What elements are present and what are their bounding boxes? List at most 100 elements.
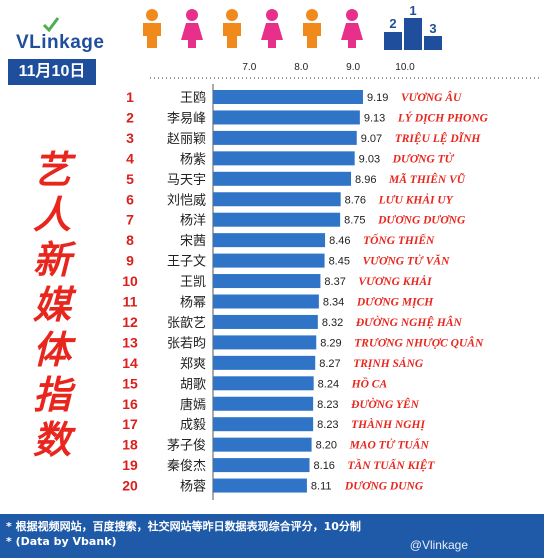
value-label: 8.20 xyxy=(316,440,337,452)
value-label: 9.07 xyxy=(361,133,382,145)
name-label: 王鸥 xyxy=(180,90,206,106)
bar xyxy=(213,314,318,329)
brand-logo: VLinkage xyxy=(6,10,104,53)
annotation-label: LƯU KHẢI UY xyxy=(378,192,454,206)
name-label: 宋茜 xyxy=(180,234,206,249)
person-icon xyxy=(341,9,363,48)
footnote-method: * 根据视频网站，百度搜索，社交网站等昨日数据表现综合评分，10分制 xyxy=(6,520,361,533)
x-tick-label: 7.0 xyxy=(242,62,256,73)
annotation-label: VƯƠNG ÂU xyxy=(401,90,462,104)
name-label: 杨紫 xyxy=(180,152,206,167)
side-title-char: 指 xyxy=(32,373,71,417)
annotation-label: THÀNH NGHỊ xyxy=(351,417,425,431)
bar xyxy=(213,90,363,104)
value-label: 9.13 xyxy=(364,112,385,124)
annotation-label: MAO TỬ TUẤN xyxy=(349,437,430,452)
annotation-label: LÝ DỊCH PHONG xyxy=(397,110,489,124)
bar xyxy=(213,355,316,370)
value-label: 8.75 xyxy=(344,215,365,227)
rank-label: 16 xyxy=(122,396,138,412)
bar xyxy=(213,110,360,125)
rank-label: 5 xyxy=(126,171,134,187)
name-label: 马天宇 xyxy=(167,173,206,188)
value-label: 8.11 xyxy=(311,481,332,493)
podium-icon: 2 1 3 xyxy=(384,6,442,50)
rank-label: 3 xyxy=(126,130,134,146)
footnote-source: * (Data by Vbank) xyxy=(6,535,117,548)
rank-label: 4 xyxy=(126,150,134,166)
annotation-label: TRƯƠNG NHƯỢC QUÂN xyxy=(354,335,484,349)
rank-label: 13 xyxy=(122,334,138,350)
name-label: 成毅 xyxy=(180,417,206,433)
value-label: 8.34 xyxy=(323,297,344,309)
bar xyxy=(213,274,321,289)
value-label: 8.27 xyxy=(319,358,340,370)
name-label: 茅子俊 xyxy=(167,439,206,454)
bar xyxy=(213,151,355,166)
annotation-label: HỒ CA xyxy=(351,375,388,390)
name-label: 赵丽颖 xyxy=(167,132,206,147)
value-label: 8.24 xyxy=(318,378,339,390)
name-label: 刘恺威 xyxy=(167,193,206,208)
rank-label: 9 xyxy=(126,253,134,269)
bar xyxy=(213,212,341,227)
rank-label: 11 xyxy=(123,294,138,310)
x-tick-label: 10.0 xyxy=(395,62,415,73)
rank-label: 1 xyxy=(126,89,134,105)
svg-text:3: 3 xyxy=(429,21,436,36)
check-icon xyxy=(42,17,60,33)
name-label: 秦俊杰 xyxy=(167,459,206,474)
name-label: 郑爽 xyxy=(180,357,206,372)
annotation-label: ĐƯỜNG YÊN xyxy=(350,397,419,411)
annotation-label: VƯƠNG KHẢI xyxy=(358,274,432,288)
ranking-chart: 7.0 8.0 9.0 10.0 1 王鸥 9.19 VƯƠNG ÂU 2 李易峰 9.13 LÝ D… xyxy=(122,62,540,500)
rank-label: 10 xyxy=(122,273,138,289)
value-label: 8.23 xyxy=(317,399,338,411)
rank-label: 18 xyxy=(122,437,138,453)
rank-label: 20 xyxy=(122,478,138,494)
bar xyxy=(213,417,314,432)
value-label: 9.03 xyxy=(359,153,380,165)
annotation-label: TẦN TUẤN KIỆT xyxy=(348,457,436,472)
annotation-label: TRIỆU LỆ DĨNH xyxy=(395,131,482,145)
person-icon xyxy=(223,9,241,48)
value-label: 9.19 xyxy=(367,92,388,104)
name-label: 张歆艺 xyxy=(167,315,206,331)
rank-label: 14 xyxy=(122,355,138,371)
value-label: 8.37 xyxy=(324,276,345,288)
side-title-char: 新 xyxy=(32,238,71,282)
name-label: 王凯 xyxy=(180,275,206,290)
side-title-char: 媒 xyxy=(32,283,71,327)
rank-label: 12 xyxy=(122,314,138,330)
person-icon xyxy=(261,9,283,48)
svg-text:2: 2 xyxy=(389,16,396,31)
brand-name: VLinkage xyxy=(16,32,105,53)
annotation-label: DƯƠNG DƯƠNG xyxy=(377,214,466,227)
bar xyxy=(213,396,314,411)
people-icon xyxy=(143,9,363,48)
name-label: 张若昀 xyxy=(167,335,206,351)
annotation-label: TRỊNH SẢNG xyxy=(353,356,424,370)
person-icon xyxy=(303,9,321,48)
value-label: 8.29 xyxy=(320,337,341,349)
value-label: 8.96 xyxy=(355,174,376,186)
x-tick-label: 8.0 xyxy=(294,62,308,73)
annotation-label: DƯƠNG MỊCH xyxy=(356,296,434,309)
side-title-char: 体 xyxy=(32,328,71,372)
rank-label: 15 xyxy=(122,375,138,391)
value-label: 8.23 xyxy=(317,419,338,431)
watermark: @Vlinkage xyxy=(409,538,468,552)
value-label: 8.76 xyxy=(345,194,366,206)
footer: * 根据视频网站，百度搜索，社交网站等昨日数据表现综合评分，10分制 * (Da… xyxy=(0,514,544,558)
annotation-label: MÃ THIÊN VŨ xyxy=(388,172,466,186)
name-label: 杨幂 xyxy=(180,296,206,311)
annotation-label: DƯƠNG DUNG xyxy=(344,480,424,493)
rank-label: 7 xyxy=(126,212,134,228)
rank-label: 2 xyxy=(126,109,134,125)
bar xyxy=(213,458,310,473)
bar xyxy=(213,192,341,207)
bar xyxy=(213,478,307,493)
svg-text:1: 1 xyxy=(409,6,416,18)
name-label: 李易峰 xyxy=(167,111,206,126)
person-icon xyxy=(143,9,161,48)
